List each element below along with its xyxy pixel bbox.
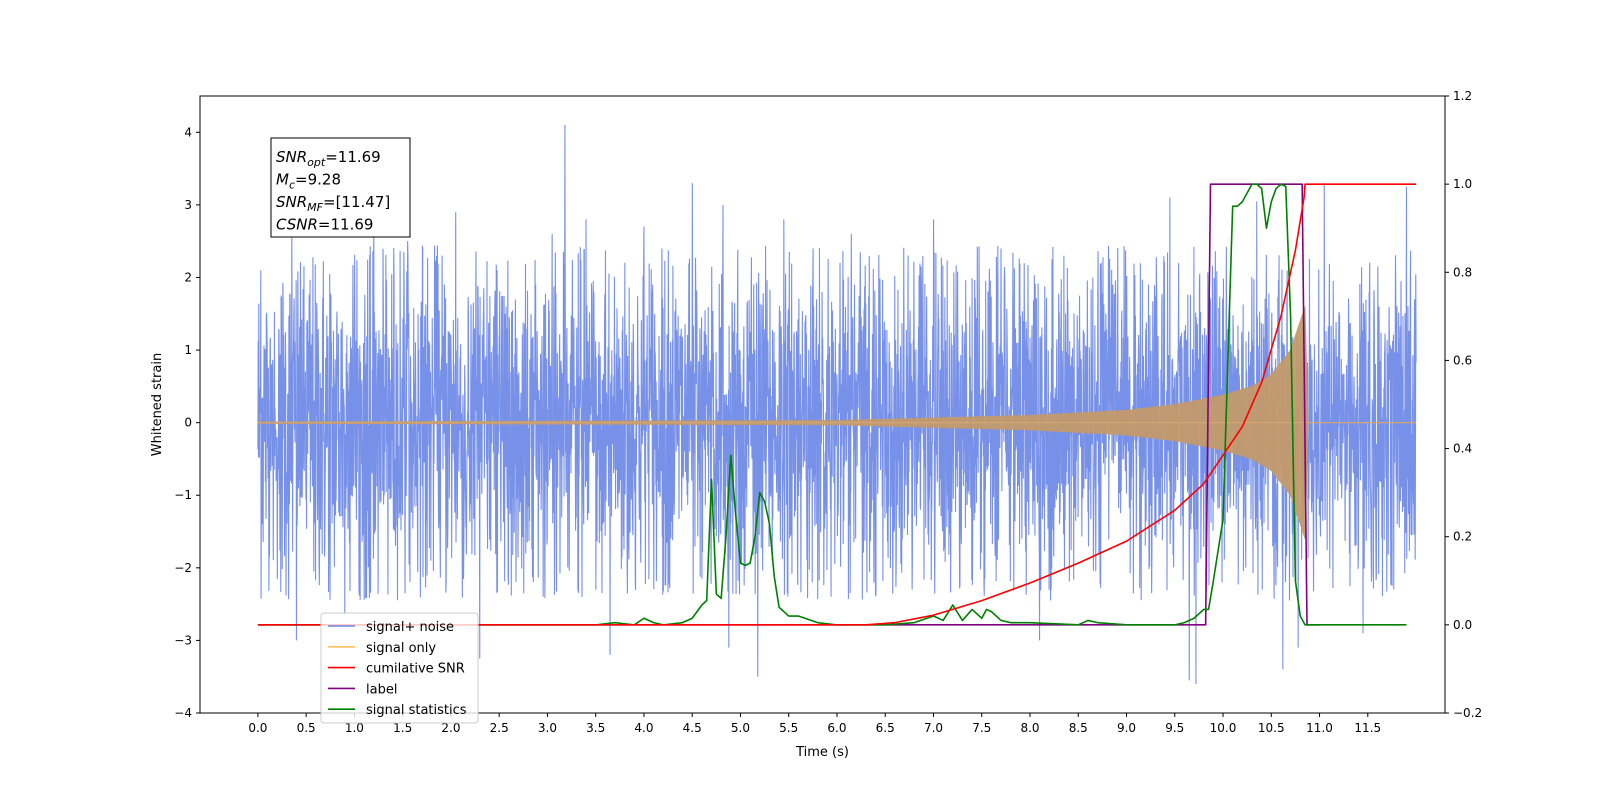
annotation-value: =11.69 (318, 216, 374, 234)
x-tick-label: 9.0 (1117, 721, 1136, 735)
annotation-value: =11.69 (325, 148, 381, 166)
x-tick-label: 6.5 (876, 721, 895, 735)
annotation-box: SNRopt=11.69Mc=9.28SNRMF=[11.47]CSNR=11.… (270, 137, 411, 238)
x-tick-label: 1.5 (393, 721, 412, 735)
annotation-line: CSNR=11.69 (276, 216, 373, 234)
x-tick-label: 3.0 (538, 721, 557, 735)
y-tick-label: −3 (174, 633, 192, 647)
annotation-subscript: c (289, 179, 295, 192)
x-tick-label: 2.0 (441, 721, 460, 735)
x-tick-label: 7.0 (924, 721, 943, 735)
y2-tick-label: 0.2 (1453, 530, 1472, 544)
y2-tick-label: 0.0 (1453, 618, 1472, 632)
series-cumilative-snr-line (257, 183, 1417, 626)
y2-tick-label: 1.0 (1453, 177, 1472, 191)
annotation-symbol: SNR (276, 193, 307, 211)
x-tick-label: 1.0 (345, 721, 364, 735)
y-tick-label: 0 (184, 416, 192, 430)
annotation-symbol: CSNR (276, 216, 318, 234)
x-tick-label: 4.5 (683, 721, 702, 735)
annotation-subscript: opt (307, 156, 326, 169)
x-axis-label: Time (s) (795, 745, 849, 760)
series-signal-statistics-line (257, 183, 1407, 626)
x-tick-label: 0.0 (248, 721, 267, 735)
x-tick-label: 11.5 (1354, 721, 1381, 735)
x-tick-label: 3.5 (586, 721, 605, 735)
legend-label-cumilative-snr: cumilative SNR (366, 662, 465, 677)
y2-tick-label: 0.4 (1453, 442, 1472, 456)
y-tick-label: 2 (184, 270, 192, 284)
plot-area (257, 125, 1417, 684)
annotation-line: SNRMF=[11.47] (276, 193, 390, 214)
annotation-symbol: M (276, 171, 289, 189)
y-axis-label: Whitened strain (150, 353, 165, 456)
y-tick-label: −2 (174, 561, 192, 575)
y2-tick-label: −0.2 (1453, 706, 1482, 720)
annotation-frame (270, 137, 411, 238)
legend-label-signal-statistics: signal statistics (366, 703, 467, 718)
y-tick-label: 3 (184, 198, 192, 212)
x-tick-label: 10.5 (1258, 721, 1285, 735)
annotation-symbol: SNR (276, 148, 307, 166)
y2-tick-label: 0.8 (1453, 265, 1472, 279)
x-tick-label: 6.0 (827, 721, 846, 735)
x-tick-label: 2.5 (490, 721, 509, 735)
y-tick-label: 1 (184, 343, 192, 357)
x-tick-label: 11.0 (1306, 721, 1333, 735)
x-tick-label: 8.0 (1020, 721, 1039, 735)
legend-label-label: label (366, 682, 397, 697)
x-tick-label: 4.0 (634, 721, 653, 735)
annotation-subscript: MF (307, 201, 323, 214)
annotation-value: =9.28 (295, 171, 341, 189)
x-tick-label: 0.5 (297, 721, 316, 735)
y-tick-label: −1 (174, 488, 192, 502)
y-tick-label: 4 (184, 125, 192, 139)
x-tick-label: 9.5 (1165, 721, 1184, 735)
y2-tick-label: 1.2 (1453, 89, 1472, 103)
legend-label-signal-noise: signal+ noise (366, 620, 454, 635)
y-tick-label: −4 (174, 706, 192, 720)
plot-frame (199, 95, 1446, 714)
x-tick-label: 5.0 (731, 721, 750, 735)
x-tick-label: 10.0 (1210, 721, 1237, 735)
legend: signal+ noise signal only cumilative SNR la… (320, 612, 479, 724)
x-tick-label: 5.5 (779, 721, 798, 735)
x-tick-label: 8.5 (1069, 721, 1088, 735)
legend-frame (320, 612, 479, 724)
annotation-value: =[11.47] (323, 193, 390, 211)
x-tick-label: 7.5 (972, 721, 991, 735)
annotation-line: Mc=9.28 (276, 171, 341, 192)
y2-tick-label: 0.6 (1453, 353, 1472, 367)
legend-label-signal-only: signal only (366, 641, 436, 656)
annotation-line: SNRopt=11.69 (276, 148, 381, 169)
